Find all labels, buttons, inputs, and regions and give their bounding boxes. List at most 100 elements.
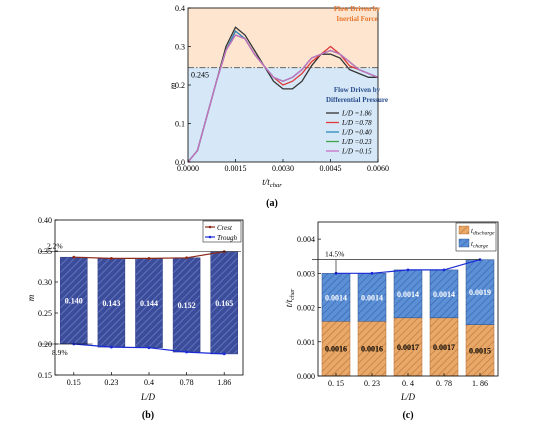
caption-a: (a) xyxy=(266,198,278,209)
x-tick-label: 1. 86 xyxy=(472,379,488,388)
pressure-zone-label-2: Differential Pressure xyxy=(326,96,388,104)
panel-c-bars: 0.0016 0.0014 0.0016 0.0014 0.0017 0.0014 0.00… xyxy=(321,259,495,377)
trough-point xyxy=(185,350,189,354)
bar-value-label: 0.143 xyxy=(102,299,120,308)
inertial-zone xyxy=(188,8,378,68)
legend-sub-discharge: discharge xyxy=(473,231,495,237)
y-tick-label: 0.25 xyxy=(38,309,52,318)
x-t2: t xyxy=(267,177,270,187)
legend-label: L/D =0.23 xyxy=(341,138,372,146)
x-tick-label: 0.0060 xyxy=(367,164,389,173)
y-tick-label: 0.004 xyxy=(297,235,315,244)
inertial-zone-label-2: Inertial Force xyxy=(336,15,377,23)
total-point xyxy=(406,268,410,272)
charge-bar xyxy=(321,273,351,322)
discharge-value-label: 0.0015 xyxy=(469,346,491,355)
x-tick-label: 0.4 xyxy=(144,378,154,387)
crest-point xyxy=(72,255,76,259)
panel-a-lines xyxy=(187,26,379,163)
pressure-zone xyxy=(188,67,378,162)
legend-sub-charge: charge xyxy=(473,244,489,250)
y-tick-label: 0.3 xyxy=(175,43,185,52)
y-tick-label: 0.0 xyxy=(175,158,185,167)
y-tick-label: 0.40 xyxy=(38,216,52,225)
trough-point xyxy=(147,346,151,350)
y-tick-label: 0.2 xyxy=(175,81,185,90)
bar-value-label: 0.165 xyxy=(215,299,233,308)
total-point xyxy=(370,271,374,275)
legend-swatch-charge xyxy=(458,238,470,248)
panel-b-xlabel: L/D xyxy=(140,392,156,402)
panel-c-legend: tdischarge tcharge xyxy=(455,222,497,252)
panel-c-xlabel: L/D xyxy=(400,392,416,402)
total-point xyxy=(442,268,446,272)
x-tick-label: 0.0000 xyxy=(177,164,199,173)
y-tick-label: 0.15 xyxy=(38,371,52,380)
trough-pct-label: 8.9% xyxy=(52,348,68,357)
x-tick-label: 0.0030 xyxy=(272,164,294,173)
total-pct-label: 14.5% xyxy=(325,250,344,259)
discharge-value-label: 0.0016 xyxy=(361,345,383,354)
legend-label: L/D =0.78 xyxy=(341,119,372,127)
charge-bar xyxy=(393,269,423,319)
panel-a-legend: L/D =1.86L/D =0.78 L/D =0.40L/D =0.23 L/D … xyxy=(326,110,372,156)
legend-marker-trough xyxy=(208,235,212,239)
trough-point xyxy=(110,345,113,349)
panel-a-xlabel: t/tchar xyxy=(262,177,282,189)
y-tick-label: 0.30 xyxy=(38,278,52,287)
panel-a: 0.245 0.0000 0.0015 0.0030 0.0045 0.00600.00… xyxy=(168,4,389,209)
legend-label: L/D =1.86 xyxy=(341,110,372,118)
y-tick-label: 0.4 xyxy=(175,4,185,13)
bar-value-label: 0.144 xyxy=(140,299,158,308)
legend-label-crest: Crest xyxy=(217,224,233,232)
x-tick-label: 0. 78 xyxy=(436,379,452,388)
panel-b-legend: Crest Trough xyxy=(202,220,242,243)
panel-c-ylabel: t/tchar xyxy=(284,288,296,307)
amplitude-bar xyxy=(60,256,88,345)
charge-bar xyxy=(357,273,387,322)
c-y-t: t xyxy=(284,304,294,307)
x-tick-label: 0. 4 xyxy=(402,379,414,388)
amplitude-bar xyxy=(97,258,126,348)
legend-label: L/D =0.40 xyxy=(341,129,372,137)
panel-c: 0.00160.00140.00160.00140.00170.00140.00… xyxy=(284,221,499,421)
y-tick-label: 0.20 xyxy=(38,340,52,349)
charge-value-label: 0.0019 xyxy=(469,288,491,297)
x-tick-label: 1.86 xyxy=(217,378,231,387)
trough-point xyxy=(222,352,226,356)
x-tick-label: 0. 15 xyxy=(328,379,344,388)
discharge-bar xyxy=(357,320,387,377)
x-slash: / xyxy=(264,177,269,187)
discharge-value-label: 0.0017 xyxy=(433,343,455,352)
legend-label-discharge: tdischarge xyxy=(471,227,495,237)
y-tick-label: 0.35 xyxy=(38,247,52,256)
charge-value-label: 0.0014 xyxy=(325,293,347,302)
x-tick-label: 0.0045 xyxy=(320,164,342,173)
legend-swatch-discharge xyxy=(458,225,470,235)
series-line-4 xyxy=(187,34,379,163)
x-tick-label: 0. 23 xyxy=(364,379,380,388)
bar-value-label: 0.140 xyxy=(65,297,83,306)
y-tick-label: 0.1 xyxy=(175,120,185,129)
panel-b-bars: 0.140 0.143 0.144 0.152 0.165 xyxy=(60,251,238,355)
caption-b: (b) xyxy=(142,410,154,421)
crest-point xyxy=(110,257,113,260)
c-y-t2: t xyxy=(284,299,294,302)
amplitude-bar xyxy=(210,251,238,355)
panel-a-ylabel: m xyxy=(168,82,178,89)
c-y-char: char xyxy=(290,288,296,300)
legend-label-charge: tcharge xyxy=(471,240,489,250)
charge-value-label: 0.0014 xyxy=(433,290,455,299)
discharge-value-label: 0.0017 xyxy=(397,343,419,352)
charge-bar xyxy=(465,259,495,325)
threshold-label: 0.245 xyxy=(191,71,209,80)
legend-label: L/D =0.15 xyxy=(341,148,372,156)
y-tick-label: 0.001 xyxy=(297,338,315,347)
amplitude-bar xyxy=(172,257,201,353)
pressure-zone-label-1: Flow Driven by xyxy=(334,86,381,94)
charge-value-label: 0.0014 xyxy=(397,290,419,299)
discharge-bar xyxy=(465,324,495,377)
x-tick-label: 0.23 xyxy=(104,378,118,387)
x-t: t xyxy=(262,177,265,187)
